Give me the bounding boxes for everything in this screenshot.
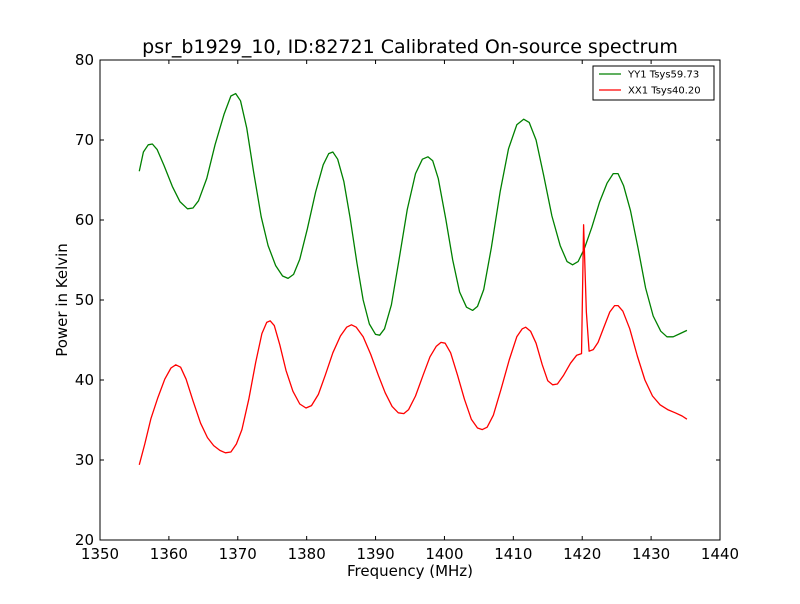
legend-label-yy1: YY1 Tsys59.73 xyxy=(627,70,699,81)
series-line-xx1 xyxy=(138,224,688,465)
y-tick-label: 60 xyxy=(75,211,94,229)
y-tick-label: 80 xyxy=(75,51,94,69)
y-tick-label: 40 xyxy=(75,371,94,389)
y-tick-label: 30 xyxy=(75,451,94,469)
legend: YY1 Tsys59.73 XX1 Tsys40.20 xyxy=(592,65,715,101)
chart-title: psr_b1929_10, ID:82721 Calibrated On-sou… xyxy=(142,36,678,58)
y-tick-label: 20 xyxy=(75,531,94,549)
legend-label-xx1: XX1 Tsys40.20 xyxy=(628,86,701,97)
y-axis-title: Power in Kelvin xyxy=(53,243,71,357)
x-tick-label: 1350 xyxy=(81,545,119,563)
series-line-yy1 xyxy=(138,92,688,338)
x-tick-label: 1420 xyxy=(563,545,601,563)
x-tick-label: 1410 xyxy=(494,545,532,563)
x-tick-label: 1370 xyxy=(219,545,257,563)
x-tick-label: 1380 xyxy=(288,545,326,563)
plot-frame xyxy=(99,59,721,541)
x-tick-label: 1430 xyxy=(632,545,670,563)
y-tick-label: 70 xyxy=(75,131,94,149)
x-tick-label: 1400 xyxy=(425,545,463,563)
x-tick-label: 1440 xyxy=(701,545,739,563)
ticks-layer: 1350 1360 1370 1380 1390 1400 1410 1420 1430 1440… xyxy=(75,51,739,563)
series-layer xyxy=(138,92,688,465)
y-tick-label: 50 xyxy=(75,291,94,309)
x-tick-label: 1390 xyxy=(356,545,394,563)
legend-box xyxy=(592,65,715,101)
x-tick-label: 1360 xyxy=(150,545,188,563)
x-axis-title: Frequency (MHz) xyxy=(347,562,473,580)
